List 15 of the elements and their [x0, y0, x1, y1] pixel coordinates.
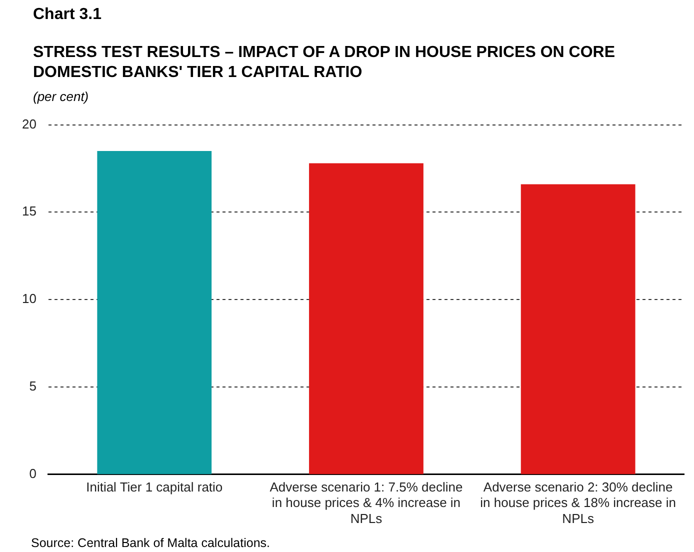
y-tick-label: 15 [22, 204, 36, 219]
y-tick-label: 0 [29, 466, 36, 481]
bar [520, 184, 636, 474]
x-tick-label: Initial Tier 1 capital ratio [86, 480, 223, 495]
y-tick-label: 10 [22, 291, 36, 306]
x-tick-label: Adverse scenario 1: 7.5% decline in house prices & 4% increase in NPLs [270, 480, 463, 526]
chart-subtitle: STRESS TEST RESULTS – IMPACT OF A DROP IN HOUSE PRICES ON CORE DOMESTIC BANKS' TIER 1 CAPITAL RATIO [33, 43, 616, 83]
source-note: Source: Central Bank of Malta calculations. [31, 536, 270, 550]
y-axis-title: (per cent) [33, 89, 89, 104]
chart-title: Chart 3.1 [33, 5, 102, 24]
bar [309, 163, 424, 474]
x-tick-label: Adverse scenario 2: 30% decline in house prices & 18% increase in NPLs [480, 480, 676, 526]
y-tick-label: 20 [22, 116, 36, 132]
y-tick-label: 5 [29, 378, 36, 394]
bar [97, 151, 212, 474]
